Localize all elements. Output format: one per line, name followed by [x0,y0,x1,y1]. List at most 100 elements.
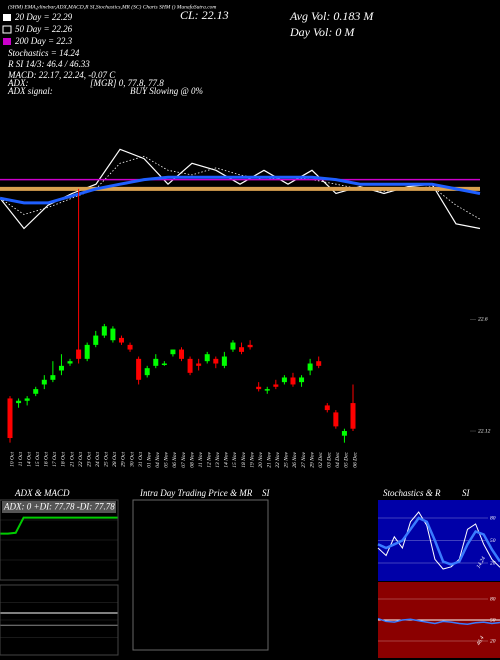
candle-body [101,326,107,336]
legend-signal: BUY Slowing @ 0% [130,86,203,96]
panel-title: Intra Day Trading Price & MR [139,488,253,498]
y-tick-label: 50 [490,538,496,544]
avg-volume: Avg Vol: 0.183 M [289,9,374,23]
candle-body [161,363,167,366]
x-tick-label: 29 Nov [309,451,315,467]
x-tick-label: 30 Oct [129,452,135,468]
candle-body [230,342,236,350]
candle-body [204,354,210,362]
panel-frame [0,499,119,581]
panel-frame [0,584,119,656]
x-tick-label: 14 Nov [223,451,230,467]
x-tick-label: 11 Oct [18,452,24,467]
x-tick-label: 06 Nov [172,451,178,467]
close-price: CL: 22.13 [180,8,229,22]
x-tick-label: 26 Nov [292,451,298,467]
candle-body [93,335,99,345]
y-tick-label: 80 [490,596,496,602]
candle-body [333,412,339,427]
line-series [377,516,500,566]
candle-body [256,386,262,390]
x-tick-label: 25 Oct [104,452,110,467]
candle-body [316,361,322,366]
legend-stoch: Stochastics = 14.24 [8,48,80,58]
legend-macd: MACD: 22.17, 22.24, -0.07 C [7,70,116,80]
candle-body [196,363,202,366]
x-tick-label: 20 Nov [258,451,264,467]
panel-title: SI [262,488,271,498]
candle-body [127,344,133,350]
end-label: 46.4 [475,635,486,647]
candle-body [16,400,22,404]
y-tick-label: 20 [490,638,496,644]
candle-body [290,377,296,385]
candle-body [324,405,330,411]
x-tick-label: 05 Dec [344,451,350,467]
candle-body [247,344,253,348]
panel-frame [132,499,269,651]
line-series [0,175,481,205]
x-tick-label: 07 Nov [181,451,187,467]
legend-adx: ADX: [7,78,29,88]
x-tick-label: 06 Dec [352,451,358,467]
candle-body [179,349,184,359]
x-tick-label: 01 Nov [146,451,152,467]
legend-ma200: 200 Day = 22.3 [15,36,73,46]
legend-swatch [2,25,12,34]
line-series [377,617,500,625]
x-tick-label: 18 Oct [61,452,67,467]
x-tick-label: 17 Oct [52,452,58,467]
x-tick-label: 04 Nov [154,451,161,467]
day-volume: Day Vol: 0 M [289,25,355,39]
x-tick-label: 05 Nov [164,451,170,467]
x-tick-label: 11 Nov [198,451,204,467]
candle-body [170,349,176,355]
candle-body [136,358,142,380]
candle-body [153,358,159,366]
x-tick-label: 27 Nov [301,451,307,467]
x-tick-label: 22 Oct [78,452,84,467]
x-tick-label: 08 Nov [189,451,195,467]
candle-body [118,337,124,343]
candle-body [110,328,116,341]
x-tick-label: 23 Oct [86,452,92,467]
legend-rsi: R SI 14/3: 46.4 / 46.33 [7,59,90,69]
candle-body [273,384,279,387]
y-tick-label: 20 [490,560,496,566]
panel-title: ADX & MACD [14,488,70,498]
x-tick-label: 21 Nov [267,451,273,467]
x-tick-label: 19 Nov [249,451,255,467]
candle-body [264,389,270,391]
candle-body [213,358,219,364]
candle-body [67,361,73,364]
legend-swatch [3,14,11,21]
x-tick-label: 03 Dec [327,451,333,467]
x-tick-label: 12 Nov [206,451,212,467]
candle-body [76,349,82,359]
top-line: (SHM) EMA,ylinebar,ADX,MACD,R SI,Stochas… [8,3,216,10]
y-tick-label: 22.6 [478,317,488,323]
line-series [0,516,118,535]
panel-title: Stochastics & R [383,488,441,498]
panel-title: SI [462,488,471,498]
candle-body [221,356,227,366]
candle-body [144,368,150,376]
x-tick-label: 24 Oct [94,452,101,467]
candle-body [187,358,193,373]
candle-body [281,377,287,383]
legend-text: ADX: 0 +DI: 77.78 -DI: 77.78 [3,502,115,512]
x-tick-label: 13 Nov [215,451,221,467]
candle-body [307,363,313,371]
candle-body [350,403,356,429]
x-tick-label: 28 Oct [112,452,118,467]
legend-ma20: 20 Day = 22.29 [15,12,73,22]
x-tick-label: 25 Nov [284,451,290,467]
candle-body [58,365,64,371]
legend-swatch [3,38,11,45]
x-tick-label: 10 Oct [9,452,15,467]
x-tick-label: 02 Dec [318,451,324,467]
x-tick-label: 29 Oct [121,452,127,467]
y-tick-label: 22.12 [478,428,491,434]
x-tick-label: 16 Oct [44,452,50,467]
